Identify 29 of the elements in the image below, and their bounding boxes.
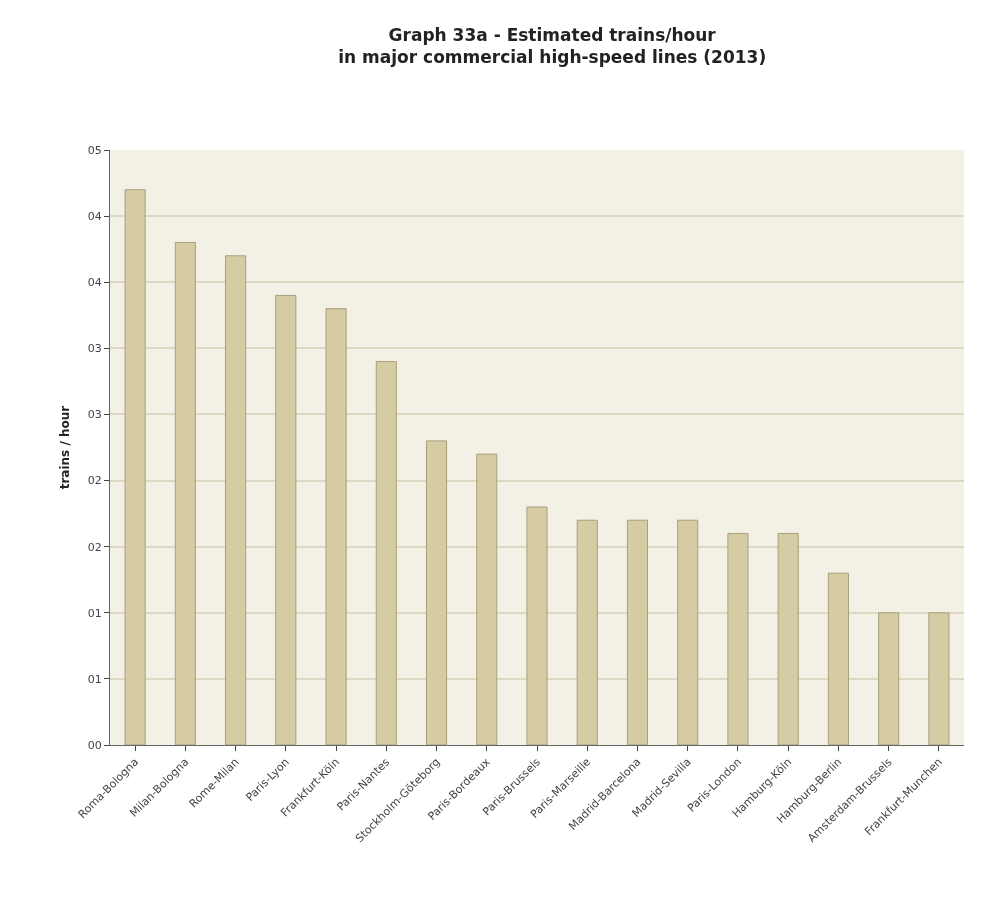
- bar: [576, 519, 598, 745]
- y-tick-label: 00: [87, 738, 102, 752]
- bar: [124, 189, 146, 745]
- bar: [174, 242, 196, 745]
- bar: [677, 519, 699, 745]
- bar: [225, 255, 247, 745]
- y-tick-label: 04: [87, 276, 102, 290]
- bar: [425, 440, 448, 745]
- bar: [878, 612, 900, 745]
- bar: [375, 361, 397, 745]
- y-tick-label: 01: [87, 606, 102, 620]
- y-tick-label: 03: [87, 342, 102, 356]
- bar: [626, 519, 649, 745]
- bar: [325, 308, 347, 745]
- bar: [526, 506, 548, 745]
- chart-title: Graph 33a - Estimated trains/hour in major commercial high-speed lines (2013): [338, 25, 767, 68]
- y-tick-label: 01: [87, 672, 102, 686]
- y-tick-label: 02: [87, 474, 102, 488]
- bar: [827, 572, 849, 745]
- y-tick-label: 03: [87, 408, 102, 422]
- bar: [928, 612, 950, 745]
- y-tick-label: 05: [87, 143, 102, 157]
- bar: [476, 453, 498, 745]
- y-tick-label: 02: [87, 540, 102, 554]
- bar: [777, 532, 799, 745]
- bar: [275, 294, 297, 745]
- y-tick-label: 04: [87, 209, 102, 223]
- y-axis-title: trains / hour: [58, 405, 73, 490]
- bar: [727, 532, 749, 745]
